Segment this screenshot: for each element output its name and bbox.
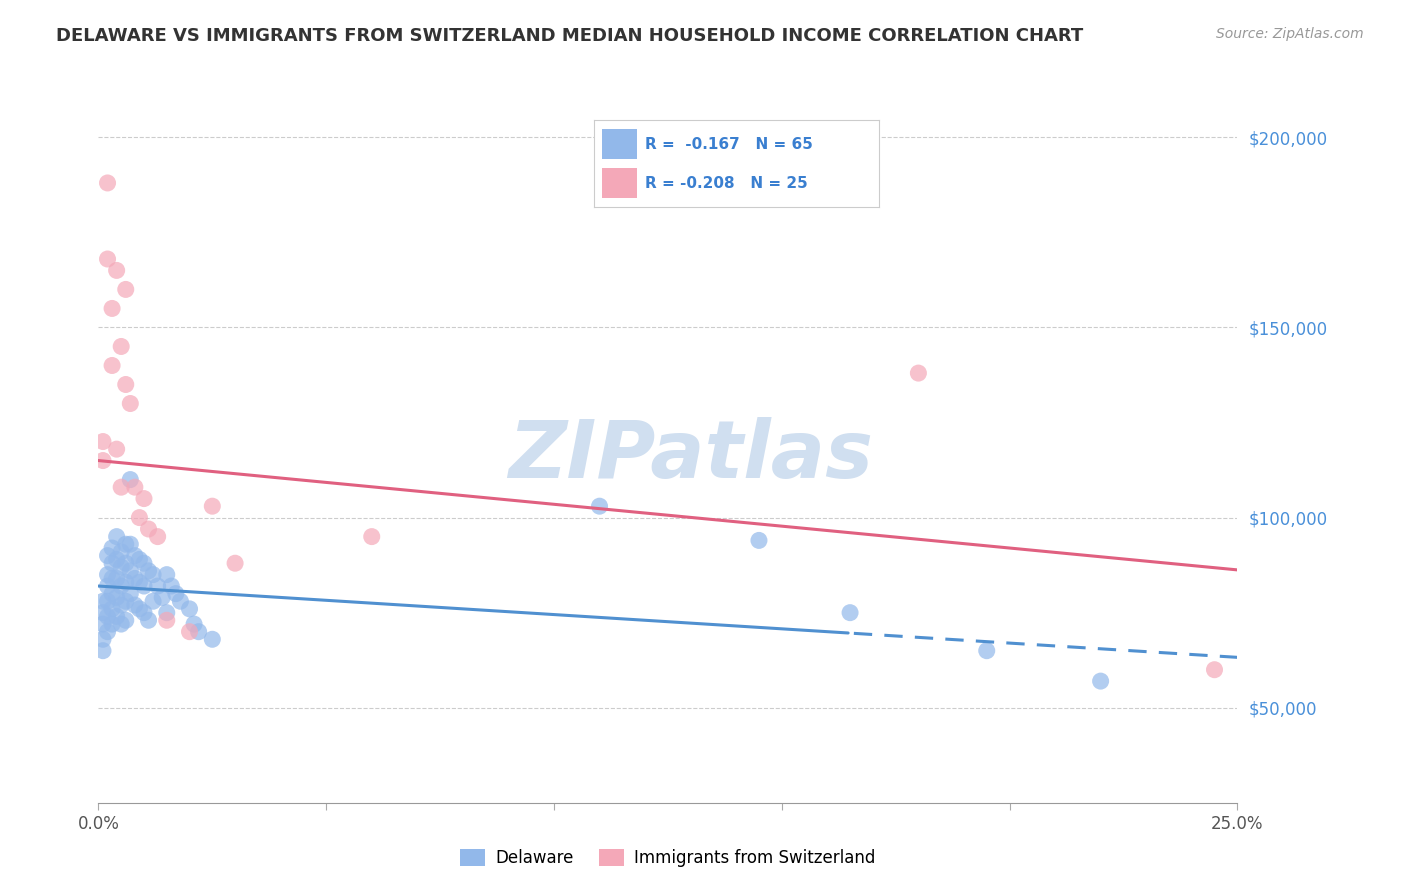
Point <box>110 560 132 574</box>
Point <box>156 567 179 582</box>
Point <box>1204 663 1226 677</box>
Point <box>124 598 146 612</box>
Point <box>96 549 118 563</box>
Point <box>110 339 132 353</box>
Point <box>91 594 114 608</box>
Point <box>128 602 150 616</box>
Point <box>96 579 118 593</box>
Point <box>179 602 201 616</box>
Point <box>907 366 929 380</box>
Point <box>120 473 142 487</box>
Point <box>105 442 128 457</box>
Point <box>114 537 136 551</box>
Point <box>114 613 136 627</box>
Point <box>588 499 610 513</box>
Point <box>224 556 246 570</box>
Point <box>132 606 155 620</box>
Point <box>165 587 187 601</box>
Point <box>160 579 183 593</box>
Point <box>124 571 146 585</box>
Point <box>101 571 124 585</box>
Point <box>201 499 224 513</box>
Point <box>150 591 173 605</box>
Point <box>1090 674 1112 689</box>
Point <box>124 549 146 563</box>
Point <box>101 617 124 632</box>
Point <box>201 632 224 647</box>
Point <box>96 567 118 582</box>
Point <box>91 632 114 647</box>
Point <box>105 591 128 605</box>
Point <box>839 606 862 620</box>
Point <box>101 587 124 601</box>
Point <box>101 359 124 373</box>
Point <box>142 594 165 608</box>
Point <box>96 252 118 266</box>
Legend: Delaware, Immigrants from Switzerland: Delaware, Immigrants from Switzerland <box>454 842 882 874</box>
Point <box>101 301 124 316</box>
Point <box>132 579 155 593</box>
Point <box>91 606 114 620</box>
Point <box>138 613 160 627</box>
Point <box>120 564 142 578</box>
Point <box>114 377 136 392</box>
Point <box>128 510 150 524</box>
Point <box>138 522 160 536</box>
Point <box>96 176 118 190</box>
Point <box>120 537 142 551</box>
Point <box>101 602 124 616</box>
Point <box>183 617 205 632</box>
Point <box>105 552 128 566</box>
Point <box>156 606 179 620</box>
Point <box>110 545 132 559</box>
Point <box>114 556 136 570</box>
Point <box>101 556 124 570</box>
Point <box>114 594 136 608</box>
Point <box>120 396 142 410</box>
Point <box>169 594 191 608</box>
Point <box>156 613 179 627</box>
Point <box>187 624 209 639</box>
Point <box>105 571 128 585</box>
Text: Source: ZipAtlas.com: Source: ZipAtlas.com <box>1216 27 1364 41</box>
Text: DELAWARE VS IMMIGRANTS FROM SWITZERLAND MEDIAN HOUSEHOLD INCOME CORRELATION CHAR: DELAWARE VS IMMIGRANTS FROM SWITZERLAND … <box>56 27 1084 45</box>
Point <box>91 434 114 449</box>
Point <box>96 594 118 608</box>
Point <box>110 480 132 494</box>
Point <box>105 530 128 544</box>
Point <box>96 609 118 624</box>
Point <box>124 480 146 494</box>
Point <box>101 541 124 555</box>
Point <box>110 598 132 612</box>
Point <box>105 609 128 624</box>
Point <box>91 617 114 632</box>
Point <box>110 579 132 593</box>
Point <box>146 579 169 593</box>
Point <box>128 575 150 590</box>
Point <box>128 552 150 566</box>
Point <box>120 587 142 601</box>
Point <box>132 491 155 506</box>
Point <box>91 453 114 467</box>
Point <box>105 263 128 277</box>
Point <box>146 530 169 544</box>
Point <box>114 282 136 296</box>
Point <box>96 624 118 639</box>
Point <box>132 556 155 570</box>
Point <box>142 567 165 582</box>
Point <box>748 533 770 548</box>
Point <box>91 643 114 657</box>
Point <box>114 575 136 590</box>
Point <box>179 624 201 639</box>
Point <box>976 643 998 657</box>
Point <box>110 617 132 632</box>
Point <box>360 530 382 544</box>
Point <box>138 564 160 578</box>
Text: ZIPatlas: ZIPatlas <box>508 417 873 495</box>
